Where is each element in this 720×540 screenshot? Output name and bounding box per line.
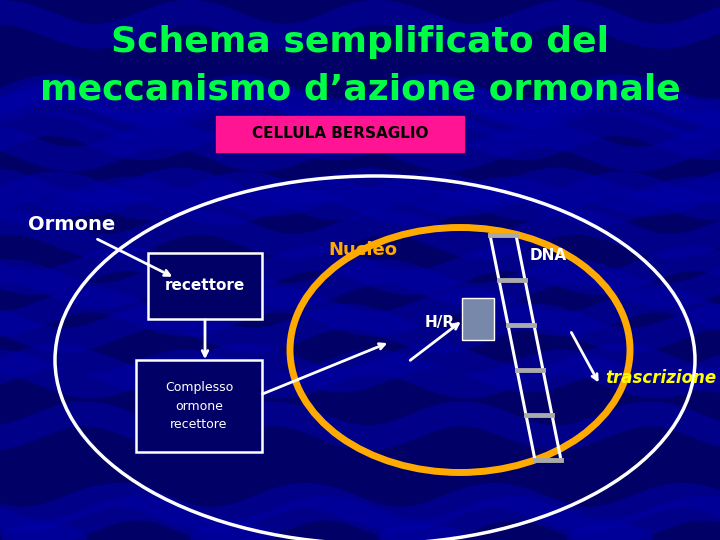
Text: trascrizione: trascrizione [605, 369, 716, 387]
FancyBboxPatch shape [148, 253, 262, 319]
Bar [462, 298, 494, 340]
Text: H/R: H/R [425, 314, 455, 329]
Text: Nucleo: Nucleo [328, 241, 397, 259]
FancyBboxPatch shape [216, 116, 464, 152]
Text: Schema semplificato del: Schema semplificato del [111, 25, 609, 59]
Text: recettore: recettore [165, 279, 245, 294]
Text: meccanismo d’azione ormonale: meccanismo d’azione ormonale [40, 73, 680, 107]
Text: Ormone: Ormone [28, 215, 115, 234]
Text: CELLULA BERSAGLIO: CELLULA BERSAGLIO [252, 126, 428, 141]
FancyBboxPatch shape [136, 360, 262, 452]
Text: DNA: DNA [530, 247, 567, 262]
Text: Complesso
ormone
recettore: Complesso ormone recettore [165, 381, 233, 430]
